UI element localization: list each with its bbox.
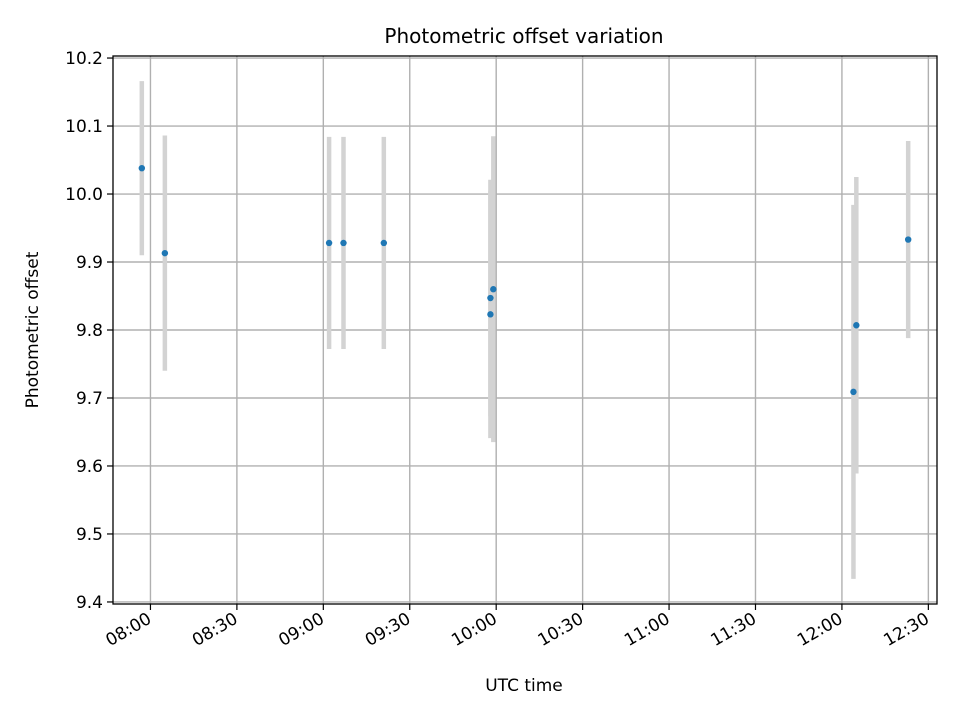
data-point	[138, 164, 146, 172]
y-tick-label: 9.6	[76, 457, 103, 477]
y-tick-label: 10.2	[65, 49, 103, 69]
data-point	[853, 322, 860, 329]
data-point	[490, 286, 497, 293]
data-point	[380, 239, 388, 247]
data-points	[138, 164, 912, 396]
y-axis-label: Photometric offset	[23, 251, 43, 408]
data-point	[161, 249, 169, 257]
data-point	[850, 388, 857, 396]
data-point	[487, 311, 494, 318]
y-tick-label: 9.7	[76, 389, 103, 409]
data-point	[325, 239, 333, 247]
y-tick-label: 10.0	[65, 185, 103, 205]
data-point	[487, 294, 494, 302]
x-axis-label: UTC time	[485, 676, 563, 696]
data-point	[340, 239, 347, 247]
y-axis: 9.4 9.5 9.6 9.7 9.8 9.9 10.0 10.1 10.2	[65, 49, 113, 613]
y-tick-label: 9.5	[76, 525, 103, 545]
grid-lines	[113, 56, 937, 604]
y-tick-label: 9.4	[76, 593, 103, 613]
y-tick-label: 9.9	[76, 253, 103, 273]
chart-title: Photometric offset variation	[384, 24, 663, 48]
y-tick-label: 10.1	[65, 117, 103, 137]
y-tick-label: 9.8	[76, 321, 103, 341]
data-point	[904, 236, 912, 243]
